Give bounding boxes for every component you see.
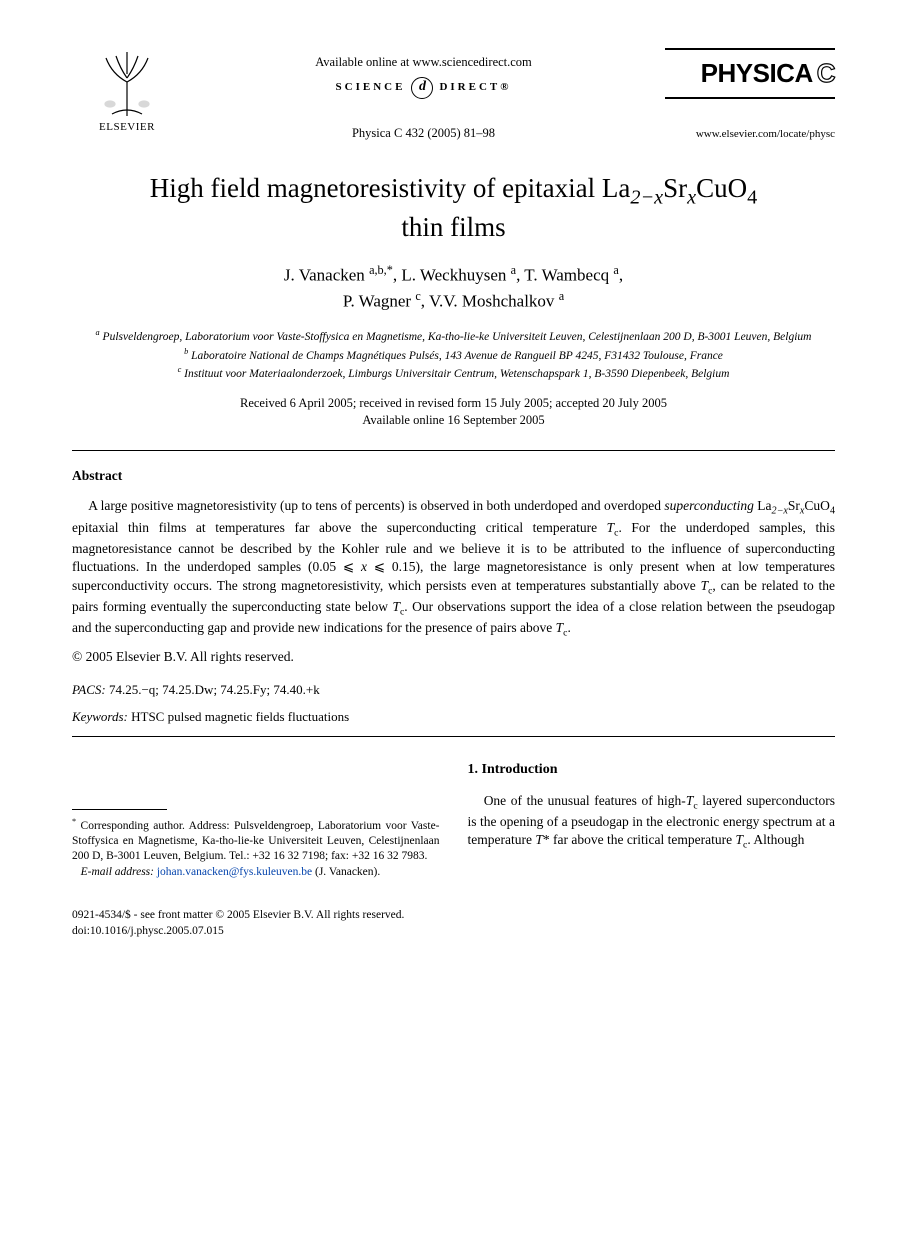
footnote-corr-text: Corresponding author. Address: Pulsvelde…	[72, 819, 440, 862]
keywords-line: Keywords: HTSC pulsed magnetic fields fl…	[72, 708, 835, 726]
affiliation-c-text: Instituut voor Materiaalonderzoek, Limbu…	[184, 368, 729, 380]
publisher-block: ELSEVIER	[72, 48, 182, 135]
right-column: 1. Introduction One of the unusual featu…	[468, 761, 836, 881]
publisher-name: ELSEVIER	[72, 120, 182, 135]
author-1-affil: a,b,*	[369, 263, 393, 277]
brand-rule-top	[665, 48, 835, 50]
author-list: J. Vanacken a,b,*, L. Weckhuysen a, T. W…	[72, 262, 835, 313]
abs-frag-5: CuO	[804, 498, 830, 513]
journal-brand-letter: C	[817, 58, 835, 88]
author-5: V.V. Moshchalkov	[429, 292, 554, 311]
footer-doi-line: doi:10.1016/j.physc.2005.07.015	[72, 923, 835, 939]
corresponding-author-footnote: * Corresponding author. Address: Pulsvel…	[72, 816, 440, 881]
author-2: L. Weckhuysen	[401, 266, 506, 285]
pacs-codes: 74.25.−q; 74.25.Dw; 74.25.Fy; 74.40.+k	[109, 682, 320, 697]
affiliation-b: b Laboratoire National de Champs Magnéti…	[72, 346, 835, 365]
affiliation-list: a Pulsveldengroep, Laboratorium voor Vas…	[72, 327, 835, 383]
intro-frag-4: . Although	[747, 832, 804, 847]
author-3-affil: a	[613, 263, 618, 277]
keywords-label: Keywords:	[72, 709, 128, 724]
abstract-heading: Abstract	[72, 467, 835, 485]
title-sub2: x	[687, 186, 696, 208]
title-end: CuO	[696, 173, 747, 203]
affiliation-a: a Pulsveldengroep, Laboratorium voor Vas…	[72, 327, 835, 346]
journal-brand-block: PHYSICAC www.elsevier.com/locate/physc	[665, 48, 835, 142]
publication-dates: Received 6 April 2005; received in revis…	[72, 395, 835, 430]
dates-online: Available online 16 September 2005	[72, 412, 835, 430]
intro-heading: 1. Introduction	[468, 761, 836, 780]
sd-text-right: DIRECT®	[439, 80, 511, 95]
pacs-label: PACS:	[72, 682, 106, 697]
two-column-body: * Corresponding author. Address: Pulsvel…	[72, 761, 835, 881]
title-mid: Sr	[663, 173, 687, 203]
footnote-email-label: E-mail address:	[81, 866, 154, 878]
intro-paragraph: One of the unusual features of high-Tc l…	[468, 792, 836, 853]
abs-frag-2: superconducting	[664, 498, 753, 513]
elsevier-logo-icon	[92, 48, 162, 118]
footer-issn-line: 0921-4534/$ - see front matter © 2005 El…	[72, 907, 835, 923]
footnote-rule	[72, 809, 167, 810]
rule-above-abstract	[72, 450, 835, 451]
title-text-2: thin films	[401, 212, 505, 242]
sd-text-left: SCIENCE	[336, 80, 406, 95]
title-sub3: 4	[747, 186, 757, 208]
left-column: * Corresponding author. Address: Pulsvel…	[72, 761, 440, 881]
journal-url[interactable]: www.elsevier.com/locate/physc	[665, 127, 835, 142]
intro-frag-3: far above the critical temperature	[550, 832, 736, 847]
rule-below-keywords	[72, 736, 835, 737]
page-footer-meta: 0921-4534/$ - see front matter © 2005 El…	[72, 907, 835, 939]
abstract-copyright: © 2005 Elsevier B.V. All rights reserved…	[72, 648, 835, 666]
title-text-1: High field magnetoresistivity of epitaxi…	[150, 173, 631, 203]
abstract-body: A large positive magnetoresistivity (up …	[72, 497, 835, 640]
at-icon: d	[411, 77, 433, 99]
footnote-email-tail: (J. Vanacken).	[315, 866, 380, 878]
affiliation-c: c Instituut voor Materiaalonderzoek, Lim…	[72, 364, 835, 383]
abs-frag-11: .	[567, 620, 570, 635]
dates-received: Received 6 April 2005; received in revis…	[72, 395, 835, 413]
pacs-line: PACS: 74.25.−q; 74.25.Dw; 74.25.Fy; 74.4…	[72, 681, 835, 699]
author-3: T. Wambecq	[524, 266, 609, 285]
author-1: J. Vanacken	[284, 266, 365, 285]
available-online-text: Available online at www.sciencedirect.co…	[182, 54, 665, 71]
affiliation-a-text: Pulsveldengroep, Laboratorium voor Vaste…	[103, 331, 812, 343]
keywords-text: HTSC pulsed magnetic fields fluctuations	[131, 709, 349, 724]
title-sub1: 2−x	[630, 186, 663, 208]
journal-brand: PHYSICAC	[665, 56, 835, 91]
affiliation-b-text: Laboratoire National de Champs Magnétiqu…	[191, 350, 723, 362]
brand-rule-bottom	[665, 97, 835, 99]
author-5-affil: a	[559, 289, 564, 303]
footnote-email-link[interactable]: johan.vanacken@fys.kuleuven.be	[157, 866, 312, 878]
citation-line: Physica C 432 (2005) 81–98	[182, 125, 665, 142]
author-4-affil: c	[415, 289, 420, 303]
author-2-affil: a	[511, 263, 516, 277]
journal-brand-main: PHYSICA	[701, 58, 813, 88]
header-center: Available online at www.sciencedirect.co…	[182, 48, 665, 142]
abs-frag-4: Sr	[788, 498, 800, 513]
author-4: P. Wagner	[343, 292, 411, 311]
intro-frag-1: One of the unusual features of high-	[484, 793, 686, 808]
page-header: ELSEVIER Available online at www.science…	[72, 48, 835, 142]
sciencedirect-logo: SCIENCE d DIRECT®	[336, 77, 512, 99]
abs-frag-3: La	[754, 498, 772, 513]
article-title: High field magnetoresistivity of epitaxi…	[72, 172, 835, 244]
abs-frag-6: epitaxial thin films at temperatures far…	[72, 520, 607, 535]
abs-frag-1: A large positive magnetoresistivity (up …	[88, 498, 664, 513]
